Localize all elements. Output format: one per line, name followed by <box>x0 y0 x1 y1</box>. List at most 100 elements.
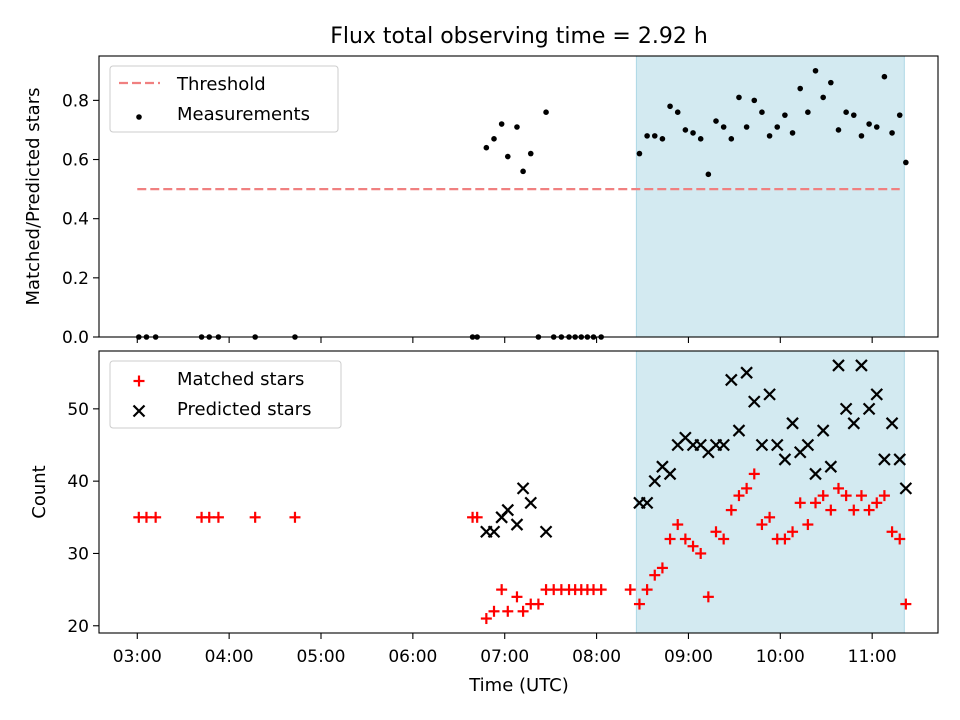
measurement-point <box>743 124 750 130</box>
predicted-star-point <box>510 518 524 531</box>
matched-star-point <box>832 482 844 494</box>
measurement-point <box>896 112 903 118</box>
axes-frame <box>98 350 939 634</box>
axes-frame <box>98 55 939 338</box>
matched-star-point <box>656 562 668 574</box>
predicted-star-point <box>832 359 845 372</box>
matched-star-point <box>664 533 676 545</box>
matched-star-point <box>886 526 898 538</box>
y-axis-ticks: 0.0 0.2 0.4 0.6 0.8 <box>62 91 99 348</box>
measurement-point <box>766 133 773 139</box>
predicted-star-point <box>801 438 815 452</box>
predicted-star-point <box>786 417 799 430</box>
legend-measurements-label: Measurements <box>177 104 310 125</box>
matched-star-point <box>672 519 684 531</box>
matched-star-point <box>756 519 768 531</box>
matched-star-point <box>203 511 215 523</box>
matched-star-point <box>595 584 607 596</box>
predicted-star-point <box>816 424 830 437</box>
chart-title: Flux total observing time = 2.92 h <box>330 24 708 49</box>
matched-star-point <box>150 511 162 523</box>
legend: Matched stars Predicted stars <box>109 360 342 429</box>
matched-star-point <box>840 490 852 502</box>
matched-star-point <box>718 533 730 545</box>
y-tick-label: 0.8 <box>62 91 89 111</box>
x-tick-label: 03:00 <box>113 647 162 667</box>
ratio-panel: 0.00.20.40.60.8 Matched/Predicted stars … <box>23 55 939 348</box>
measurement-point <box>850 112 857 118</box>
y-tick-label: 0.2 <box>62 269 89 289</box>
matched-star-point <box>802 519 814 531</box>
measurement-point <box>881 73 888 80</box>
legend-matched-label: Matched stars <box>177 369 304 390</box>
predicted-star-point <box>839 402 853 416</box>
x-axis-ticks: 03:00 04:00 05:00 06:00 07:00 08:00 09:00 10:00… <box>113 633 897 667</box>
matched-star-point <box>794 497 806 509</box>
matched-star-point <box>488 605 500 617</box>
legend-measurements-swatch <box>136 114 142 120</box>
matched-star-point <box>496 584 508 596</box>
x-tick-label: 04:00 <box>205 647 254 667</box>
measurement-point <box>797 85 804 92</box>
measurement-point <box>828 79 834 86</box>
matched-star-point <box>511 591 523 603</box>
measurement-point <box>782 112 788 118</box>
legend-box <box>109 360 342 429</box>
y-tick-label: 0.0 <box>62 328 89 348</box>
measurement-point <box>514 124 520 130</box>
matched-star-point <box>289 511 301 523</box>
legend-matched-swatch <box>133 375 145 387</box>
legend-predicted-swatch <box>132 404 146 418</box>
measurement-point <box>667 103 673 110</box>
predicted-star-point <box>747 395 761 408</box>
matched-star-point <box>725 504 737 516</box>
measurement-point <box>820 94 826 101</box>
predicted-star-point <box>648 474 662 488</box>
matched-star-point <box>471 511 483 523</box>
matched-star-point <box>633 598 645 610</box>
x-tick-label: 06:00 <box>388 647 437 667</box>
predicted-star-point <box>740 366 753 379</box>
matched-star-point <box>502 605 514 617</box>
measurement-point <box>483 144 490 151</box>
predicted-star-point <box>870 388 884 401</box>
y-tick-label: 40 <box>67 472 89 492</box>
matched-star-point <box>855 490 867 502</box>
predicted-star-point <box>663 467 677 481</box>
legend: Threshold Measurements <box>109 65 339 133</box>
matched-star-point <box>871 497 883 509</box>
measurement-point <box>682 127 689 133</box>
measurement-point <box>636 150 643 157</box>
predicted-star-point <box>778 453 792 466</box>
measurement-point <box>812 67 819 74</box>
predicted-star-point <box>885 417 899 430</box>
measurement-point <box>520 168 526 175</box>
predicted-star-point <box>878 453 891 466</box>
measurement-point <box>889 130 895 136</box>
legend-box <box>109 65 339 133</box>
predicted-star-point <box>824 460 838 473</box>
predicted-star-point <box>763 388 776 401</box>
matched-star-point <box>900 598 912 610</box>
matched-star-point <box>894 533 906 545</box>
matched-star-point <box>249 511 261 523</box>
predicted-star-point <box>855 359 868 372</box>
matched-star-point <box>748 468 760 480</box>
predicted-star-point <box>524 496 538 510</box>
measurement-point <box>527 150 534 157</box>
measurement-point <box>720 124 727 130</box>
matched-star-point <box>764 511 776 523</box>
measurement-point <box>866 121 872 127</box>
measurement-point <box>751 97 758 104</box>
measurement-point <box>651 133 658 139</box>
predicted-star-point <box>809 467 822 481</box>
matched-star-point <box>741 482 753 494</box>
matched-star-point <box>679 533 691 545</box>
measurement-point <box>713 118 719 124</box>
predicted-star-point <box>755 438 769 452</box>
predicted-star-point <box>487 525 501 539</box>
matched-star-point <box>810 497 822 509</box>
shaded-region <box>635 55 905 338</box>
matched-star-point <box>825 504 837 516</box>
